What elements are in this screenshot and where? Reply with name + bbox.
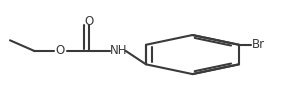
Text: Br: Br xyxy=(252,38,265,51)
Text: O: O xyxy=(85,15,94,28)
Text: NH: NH xyxy=(110,44,127,57)
Text: O: O xyxy=(56,44,65,57)
